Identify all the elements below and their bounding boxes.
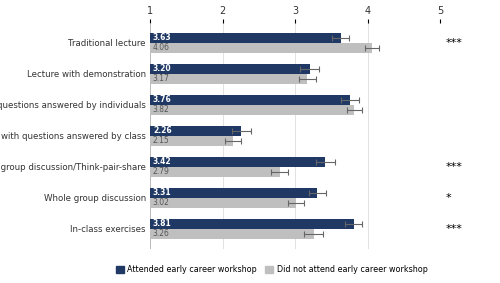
Text: 2.15: 2.15 (153, 136, 170, 145)
Bar (150, 64, 310, 74)
Bar (150, 74, 308, 84)
Text: 3.76: 3.76 (153, 95, 172, 104)
Bar (150, 167, 280, 177)
Text: 3.02: 3.02 (153, 198, 170, 207)
Bar (150, 105, 354, 115)
Legend: Attended early career workshop, Did not attend early career workshop: Attended early career workshop, Did not … (113, 262, 430, 278)
Text: 3.26: 3.26 (153, 229, 170, 238)
Text: 2.26: 2.26 (153, 127, 172, 135)
Bar (150, 219, 354, 229)
Bar (150, 126, 242, 136)
Text: ***: *** (446, 224, 462, 234)
Bar (150, 198, 296, 208)
Text: 3.20: 3.20 (153, 65, 172, 73)
Text: 3.31: 3.31 (153, 188, 172, 197)
Text: 3.63: 3.63 (153, 33, 172, 42)
Text: 4.06: 4.06 (153, 43, 170, 52)
Bar (150, 157, 326, 167)
Bar (150, 33, 340, 43)
Bar (150, 43, 372, 53)
Bar (150, 136, 234, 146)
Text: 2.79: 2.79 (153, 167, 170, 176)
Bar (150, 188, 318, 198)
Bar (150, 229, 314, 239)
Text: 3.82: 3.82 (153, 105, 170, 114)
Text: ***: *** (446, 38, 462, 48)
Text: ***: *** (446, 162, 462, 172)
Text: 3.17: 3.17 (153, 74, 170, 83)
Text: *: * (446, 193, 452, 203)
Text: 3.81: 3.81 (153, 219, 172, 228)
Bar (150, 95, 350, 105)
Text: 3.42: 3.42 (153, 157, 172, 166)
